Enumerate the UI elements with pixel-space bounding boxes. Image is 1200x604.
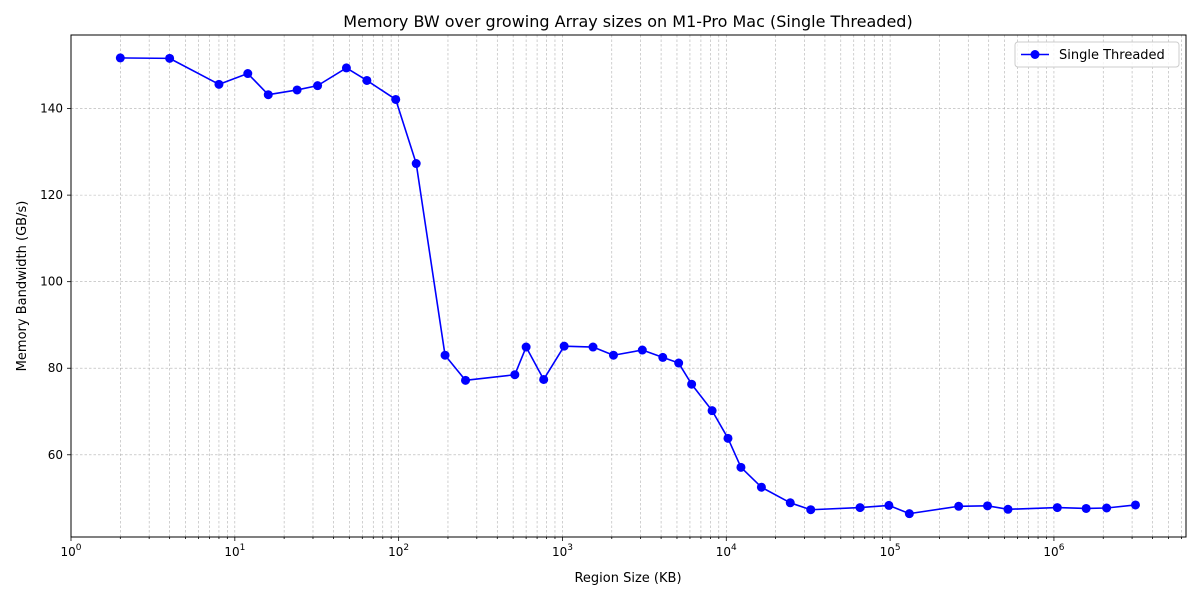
data-point xyxy=(521,342,531,352)
data-point xyxy=(1130,500,1140,510)
data-point xyxy=(1102,503,1112,513)
legend: Single Threaded xyxy=(1014,41,1180,68)
grid xyxy=(70,35,1186,537)
plot-frame xyxy=(70,34,1187,538)
legend-label: Single Threaded xyxy=(1059,48,1165,63)
data-point xyxy=(510,370,520,380)
legend-marker xyxy=(1030,50,1040,59)
data-point xyxy=(292,85,302,95)
data-point xyxy=(243,69,253,79)
data-point xyxy=(313,81,323,91)
data-point xyxy=(341,63,351,73)
data-point xyxy=(707,406,717,416)
data-point xyxy=(687,379,697,389)
data-point xyxy=(214,79,224,89)
data-point xyxy=(785,498,795,508)
data-point xyxy=(461,375,471,385)
data-point xyxy=(539,374,549,384)
data-point xyxy=(440,350,450,360)
x-tick-label: 100 xyxy=(60,543,81,559)
x-tick-label: 104 xyxy=(716,543,737,559)
x-tick-label: 105 xyxy=(880,543,901,559)
chart-title: Memory BW over growing Array sizes on M1… xyxy=(343,12,912,31)
x-tick-label: 101 xyxy=(224,543,245,559)
data-point xyxy=(723,433,733,443)
data-point xyxy=(391,94,401,104)
data-point xyxy=(756,482,766,492)
x-tick-label: 103 xyxy=(552,543,573,559)
data-point xyxy=(115,53,125,63)
data-point xyxy=(736,462,746,472)
series-line xyxy=(120,57,1136,515)
y-tick-label: 80 xyxy=(48,361,63,375)
data-point xyxy=(608,350,618,360)
data-point xyxy=(263,90,273,100)
data-point xyxy=(411,159,421,169)
x-axis-label: Region Size (KB) xyxy=(574,571,681,586)
data-point xyxy=(884,500,894,510)
data-point xyxy=(954,501,964,511)
data-point xyxy=(165,53,175,63)
x-tick-label: 106 xyxy=(1043,543,1064,559)
data-point xyxy=(904,509,914,519)
data-point xyxy=(1003,504,1013,514)
data-point xyxy=(806,505,816,515)
data-point xyxy=(983,501,993,511)
legend-box xyxy=(1014,41,1180,68)
series-layer xyxy=(115,53,1140,519)
y-tick-label: 60 xyxy=(48,448,63,462)
data-point xyxy=(637,345,647,355)
data-point xyxy=(1081,503,1091,513)
y-tick-label: 120 xyxy=(40,188,63,202)
y-axis-label: Memory Bandwidth (GB/s) xyxy=(15,201,30,372)
data-point xyxy=(362,75,372,85)
x-tick-label: 102 xyxy=(388,543,409,559)
data-point xyxy=(1052,503,1062,513)
y-tick-label: 140 xyxy=(40,102,63,116)
y-tick-label: 100 xyxy=(40,275,63,289)
axis-ticks: 100 101 102 103 104 105 106 60 80 100 120 140 xyxy=(40,102,1182,559)
data-point xyxy=(588,342,598,352)
data-point xyxy=(658,352,668,362)
data-point xyxy=(855,503,865,513)
data-point xyxy=(674,358,684,368)
data-point xyxy=(559,341,569,351)
